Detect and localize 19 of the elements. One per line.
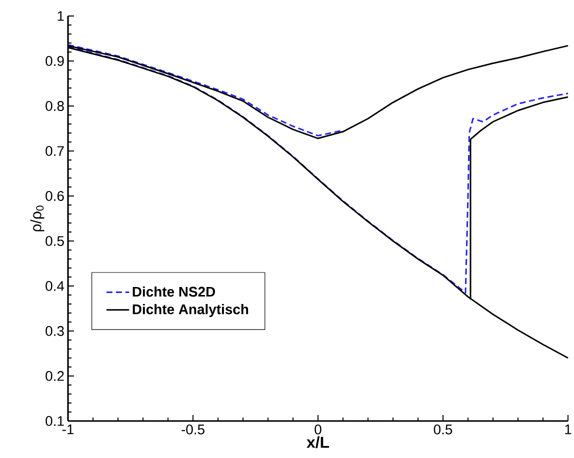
y-tick-label: 0.7 <box>46 146 64 156</box>
x-axis-title: x/L <box>306 436 330 448</box>
y-tick-label: 0.5 <box>46 236 64 246</box>
x-tick-label: 0 <box>314 424 322 434</box>
y-tick-label: 0.6 <box>46 191 64 201</box>
y-tick-label: 0.4 <box>46 281 64 291</box>
legend-label: Dichte NS2D <box>132 286 216 297</box>
y-tick-label: 0.3 <box>46 326 64 336</box>
y-tick-label: 0.2 <box>46 371 64 381</box>
x-tick-label: 0.5 <box>434 424 452 434</box>
y-tick-label: 1 <box>58 11 64 21</box>
x-tick-label: 1 <box>565 424 572 434</box>
x-tick-label: -0.5 <box>182 424 204 434</box>
x-tick-label: -1 <box>62 424 74 434</box>
y-axis-title: ρ/ρ$_{0}$ <box>30 206 44 232</box>
y-tick-label: 0.8 <box>46 101 64 111</box>
legend-label: Dichte Analytisch <box>132 304 248 318</box>
y-tick-label: 0.1 <box>46 416 64 426</box>
y-tick-label: 0.9 <box>46 56 64 66</box>
